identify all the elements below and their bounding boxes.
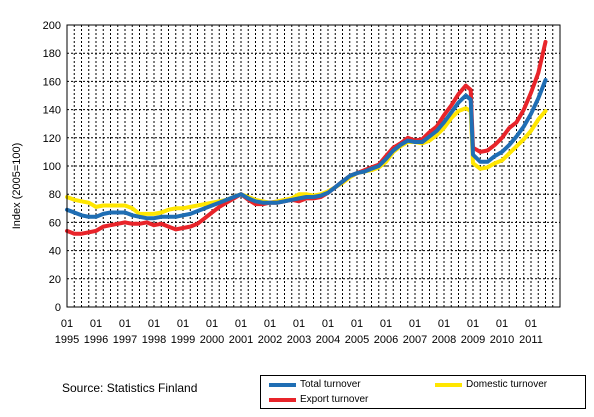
x-tick-year-label: 2000 <box>200 334 224 346</box>
series-line-total-turnover <box>65 78 548 221</box>
x-tick-year-label: 2002 <box>258 334 282 346</box>
y-tick-label: 120 <box>43 133 61 145</box>
source-note: Source: Statistics Finland <box>62 381 198 395</box>
x-tick-year-label: 2003 <box>287 334 311 346</box>
plot-frame <box>66 24 561 308</box>
x-tick-year-label: 1998 <box>142 334 166 346</box>
x-tick-month-label: 01 <box>177 318 189 330</box>
y-tick-label: 100 <box>43 161 61 173</box>
x-tick-month-label: 01 <box>148 318 160 330</box>
x-tick-month-label: 01 <box>496 318 508 330</box>
x-tick-month-label: 01 <box>467 318 479 330</box>
legend-swatch-domestic <box>435 382 462 387</box>
x-tick-year-label: 1996 <box>84 334 108 346</box>
y-tick-label: 0 <box>55 302 61 314</box>
x-tick-month-label: 01 <box>525 318 537 330</box>
x-tick-month-label: 01 <box>90 318 102 330</box>
legend-label-domestic: Domestic turnover <box>466 379 548 390</box>
x-tick-month-label: 01 <box>351 318 363 330</box>
x-tick-year-label: 2004 <box>316 334 340 346</box>
y-tick-label: 60 <box>49 217 61 229</box>
y-tick-label: 160 <box>43 76 61 88</box>
legend-swatch-total <box>269 382 296 387</box>
x-tick-year-label: 2011 <box>519 334 543 346</box>
y-tick-label: 140 <box>43 105 61 117</box>
x-tick-year-label: 1995 <box>55 334 79 346</box>
x-tick-month-label: 01 <box>61 318 73 330</box>
legend-item-export: Export turnover <box>269 394 368 405</box>
x-tick-month-label: 01 <box>380 318 392 330</box>
x-tick-month-label: 01 <box>409 318 421 330</box>
legend-label-export: Export turnover <box>300 394 369 405</box>
legend-item-total: Total turnover <box>269 379 361 390</box>
x-tick-year-label: 2010 <box>490 334 514 346</box>
y-tick-labels: 0 20 40 60 80 100 120 140 160 180 200 <box>43 20 61 314</box>
y-tick-label: 80 <box>49 189 61 201</box>
x-tick-month-label: 01 <box>293 318 305 330</box>
x-tick-year-label: 2008 <box>432 334 456 346</box>
legend-swatch-export <box>269 397 296 402</box>
y-tick-label: 180 <box>43 48 61 60</box>
x-tick-labels: 01 1995 01 1996 01 1997 01 1998 01 1999 01 2000 01 20… <box>55 318 543 346</box>
x-tick-month-label: 01 <box>119 318 131 330</box>
x-tick-year-label: 1997 <box>113 334 137 346</box>
x-tick-month-label: 01 <box>206 318 218 330</box>
x-tick-year-label: 1999 <box>171 334 195 346</box>
x-tick-month-label: 01 <box>235 318 247 330</box>
legend: Total turnover Domestic turnover Export … <box>260 375 586 409</box>
x-tick-year-label: 2007 <box>403 334 427 346</box>
legend-label-total: Total turnover <box>300 379 361 390</box>
x-tick-month-label: 01 <box>264 318 276 330</box>
x-tick-year-label: 2006 <box>374 334 398 346</box>
x-tick-year-label: 2005 <box>345 334 369 346</box>
x-tick-year-label: 2009 <box>461 334 485 346</box>
x-tick-month-label: 01 <box>438 318 450 330</box>
x-tick-year-label: 2001 <box>229 334 253 346</box>
y-tick-label: 20 <box>49 274 61 286</box>
legend-item-domestic: Domestic turnover <box>435 379 547 390</box>
y-tick-label: 40 <box>49 246 61 258</box>
y-axis-label: Index (2005=100) <box>11 143 23 230</box>
x-tick-month-label: 01 <box>322 318 334 330</box>
y-tick-label: 200 <box>43 20 61 32</box>
series-lines <box>65 39 548 236</box>
